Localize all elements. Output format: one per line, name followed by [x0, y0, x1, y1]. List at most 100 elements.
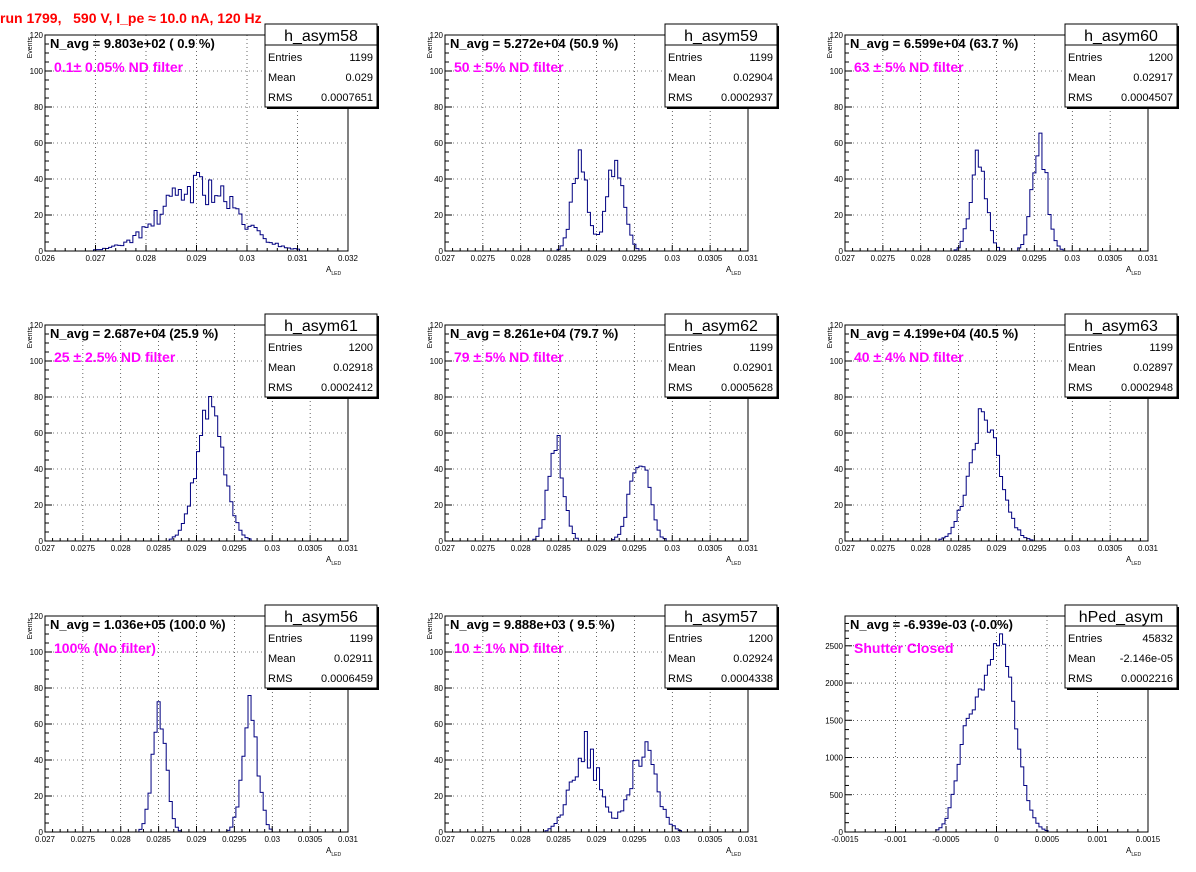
y-tick-label: 100 — [30, 648, 44, 657]
x-tick-label: 0.026 — [35, 254, 56, 263]
y-tick-label: 500 — [830, 791, 844, 800]
stats-label-rms: RMS — [1068, 382, 1092, 394]
x-tick-label: 0.031 — [1138, 544, 1159, 553]
x-tick-label: 0.03 — [664, 835, 680, 844]
x-tick-label: 0.0305 — [1098, 254, 1123, 263]
y-tick-label: 1500 — [825, 716, 843, 725]
stats-label-mean: Mean — [268, 72, 296, 84]
y-tick-label: 20 — [834, 501, 843, 510]
y-tick-label: 40 — [434, 465, 443, 474]
histogram-panel-h_asym59: 0.027 0.0275 0.028 0.0285 0.029 0.0295 0.03 0.0… — [427, 23, 779, 277]
stats-box — [1064, 604, 1178, 689]
histogram-name: h_asym58 — [284, 28, 358, 45]
filter-label: 79 ± 5% ND filter — [454, 349, 564, 365]
y-tick-label: 40 — [434, 756, 443, 765]
histogram-panel-h_asym63: 0.027 0.0275 0.028 0.0285 0.029 0.0295 0.03 0.0… — [827, 313, 1179, 567]
x-tick-label: 0.0285 — [546, 254, 571, 263]
x-tick-label: 0.03 — [1064, 544, 1080, 553]
x-tick-label: 0.0005 — [1035, 835, 1060, 844]
stats-value-mean: 0.02897 — [1133, 362, 1173, 374]
y-tick-label: 0 — [839, 537, 844, 546]
x-tick-label: 0.031 — [338, 835, 359, 844]
y-tick-label: 40 — [34, 175, 43, 184]
y-tick-label: 40 — [34, 465, 43, 474]
x-axis-title: ALED — [726, 846, 741, 858]
x-tick-label: 0.029 — [186, 835, 207, 844]
x-axis-title: ALED — [1126, 846, 1141, 858]
x-tick-label: 0.0285 — [546, 835, 571, 844]
x-tick-label: 0.031 — [1138, 254, 1159, 263]
x-tick-label: 0.029 — [186, 254, 207, 263]
y-tick-label: 80 — [34, 393, 43, 402]
y-axis-title: Events — [827, 327, 834, 349]
y-tick-label: 40 — [834, 175, 843, 184]
x-axis-title: ALED — [726, 555, 741, 567]
y-tick-label: 20 — [34, 211, 43, 220]
y-tick-label: 20 — [434, 211, 443, 220]
histogram-name: h_asym61 — [284, 318, 358, 335]
stats-label-mean: Mean — [1068, 653, 1096, 665]
y-tick-label: 120 — [30, 612, 44, 621]
stats-value-entries: 1200 — [749, 633, 773, 645]
y-tick-label: 120 — [430, 31, 444, 40]
x-tick-label: 0.028 — [511, 254, 532, 263]
y-tick-label: 80 — [34, 684, 43, 693]
x-tick-label: 0.0305 — [698, 254, 723, 263]
stats-value-rms: 0.0006459 — [321, 673, 373, 685]
y-axis-title: Events — [827, 37, 834, 59]
y-axis-title: Events — [427, 618, 434, 640]
x-tick-label: 0.0275 — [71, 544, 96, 553]
x-tick-label: 0.031 — [287, 254, 308, 263]
filter-label: 100% (No filter) — [54, 640, 156, 656]
x-tick-label: -0.0005 — [932, 835, 960, 844]
stats-box — [664, 23, 778, 108]
stats-value-mean: 0.029 — [345, 72, 373, 84]
y-axis-title: Events — [27, 618, 34, 640]
stats-label-rms: RMS — [668, 382, 692, 394]
histogram-title: N_avg = 2.687e+04 (25.9 %) — [50, 326, 218, 341]
stats-value-entries: 45832 — [1142, 633, 1173, 645]
x-tick-label: 0.0295 — [622, 544, 647, 553]
x-tick-label: -0.001 — [884, 835, 907, 844]
x-tick-label: 0.0275 — [471, 254, 496, 263]
x-axis-title: ALED — [326, 846, 341, 858]
histogram-panel-hPed_asym: -0.0015 -0.001 -0.0005 0 0.0005 0.001 0.0015 0 5… — [825, 604, 1179, 858]
stats-label-rms: RMS — [268, 92, 292, 104]
stats-value-mean: 0.02924 — [733, 653, 773, 665]
y-tick-label: 100 — [30, 357, 44, 366]
x-axis-title: ALED — [326, 265, 341, 277]
x-tick-label: 0.029 — [186, 544, 207, 553]
histogram-panel-h_asym57: 0.027 0.0275 0.028 0.0285 0.029 0.0295 0.03 0.0… — [427, 604, 779, 858]
x-tick-label: 0.028 — [511, 835, 532, 844]
x-tick-label: 0.0305 — [298, 544, 323, 553]
x-tick-label: 0.027 — [835, 254, 856, 263]
y-tick-label: 20 — [34, 501, 43, 510]
x-tick-label: 0.027 — [85, 254, 106, 263]
y-axis-title: Events — [27, 37, 34, 59]
stats-value-rms: 0.0002216 — [1121, 673, 1173, 685]
x-tick-label: 0.03 — [1064, 254, 1080, 263]
x-tick-label: 0.029 — [586, 544, 607, 553]
x-tick-label: 0.0305 — [298, 835, 323, 844]
stats-value-rms: 0.0002948 — [1121, 382, 1173, 394]
stats-label-entries: Entries — [668, 342, 703, 354]
histogram-line — [845, 132, 1148, 252]
y-tick-label: 120 — [830, 31, 844, 40]
histogram-panel-h_asym58: 0.026 0.027 0.028 0.029 0.03 0.031 0.032 0 20 40 6… — [27, 23, 379, 277]
stats-label-mean: Mean — [668, 653, 696, 665]
histogram-title: N_avg = -6.939e-03 (-0.0%) — [850, 617, 1013, 632]
x-tick-label: 0.03 — [664, 544, 680, 553]
filter-label: 40 ± 4% ND filter — [854, 349, 964, 365]
y-tick-label: 100 — [430, 648, 444, 657]
x-tick-label: 0.03 — [239, 254, 255, 263]
y-tick-label: 20 — [434, 792, 443, 801]
stats-label-mean: Mean — [668, 362, 696, 374]
y-tick-label: 80 — [434, 393, 443, 402]
stats-box — [264, 313, 378, 398]
histogram-line — [45, 694, 348, 833]
stats-value-mean: -2.146e-05 — [1120, 653, 1173, 665]
filter-label: 10 ± 1% ND filter — [454, 640, 564, 656]
stats-box — [664, 604, 778, 689]
x-tick-label: 0.0015 — [1136, 835, 1161, 844]
histogram-title: N_avg = 4.199e+04 (40.5 %) — [850, 326, 1018, 341]
